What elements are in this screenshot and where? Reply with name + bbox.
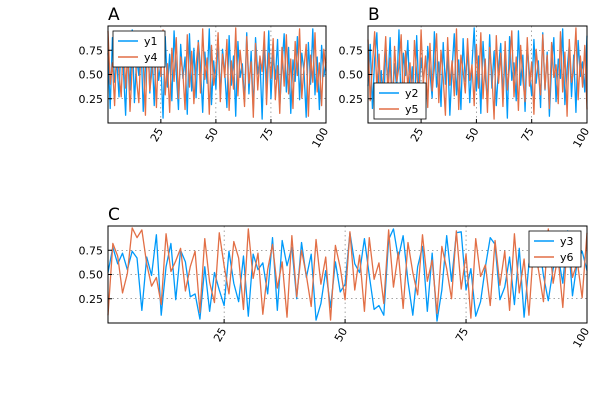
x-tick-label: 100 bbox=[570, 126, 592, 151]
panel-title: C bbox=[108, 205, 120, 225]
legend-label: y1 bbox=[144, 35, 158, 48]
x-tick-label: 100 bbox=[309, 126, 331, 151]
y-tick-label: 0.25 bbox=[79, 293, 104, 306]
legend-label: y4 bbox=[144, 51, 158, 64]
legend-label: y6 bbox=[560, 251, 574, 264]
y-tick-label: 0.25 bbox=[79, 93, 104, 106]
x-tick-label: 50 bbox=[203, 126, 221, 145]
series-line-y5 bbox=[367, 27, 588, 120]
legend-label: y3 bbox=[560, 235, 574, 248]
x-tick-label: 75 bbox=[519, 126, 537, 145]
legend-box bbox=[373, 82, 427, 120]
x-tick-label: 75 bbox=[258, 126, 276, 145]
panel-title: A bbox=[108, 5, 120, 25]
y-tick-label: 0.50 bbox=[339, 69, 364, 82]
x-tick-label: 25 bbox=[148, 126, 166, 145]
y-tick-label: 0.50 bbox=[79, 69, 104, 82]
x-tick-label: 100 bbox=[570, 326, 592, 351]
y-tick-label: 0.75 bbox=[339, 44, 364, 57]
legend-label: y2 bbox=[405, 87, 419, 100]
panel-title: B bbox=[368, 5, 380, 25]
y-tick-label: 0.25 bbox=[339, 93, 364, 106]
x-tick-label: 75 bbox=[453, 326, 471, 345]
y-tick-label: 0.50 bbox=[79, 269, 104, 282]
x-tick-label: 25 bbox=[211, 326, 229, 345]
legend-label: y5 bbox=[405, 103, 419, 116]
y-tick-label: 0.75 bbox=[79, 44, 104, 57]
y-tick-label: 0.75 bbox=[79, 244, 104, 257]
legend-box bbox=[112, 30, 166, 68]
x-tick-label: 50 bbox=[463, 126, 481, 145]
series-line-y4 bbox=[107, 27, 327, 118]
series-line-y6 bbox=[107, 227, 588, 321]
x-tick-label: 50 bbox=[332, 326, 350, 345]
x-tick-label: 25 bbox=[408, 126, 426, 145]
legend-box bbox=[528, 230, 582, 268]
